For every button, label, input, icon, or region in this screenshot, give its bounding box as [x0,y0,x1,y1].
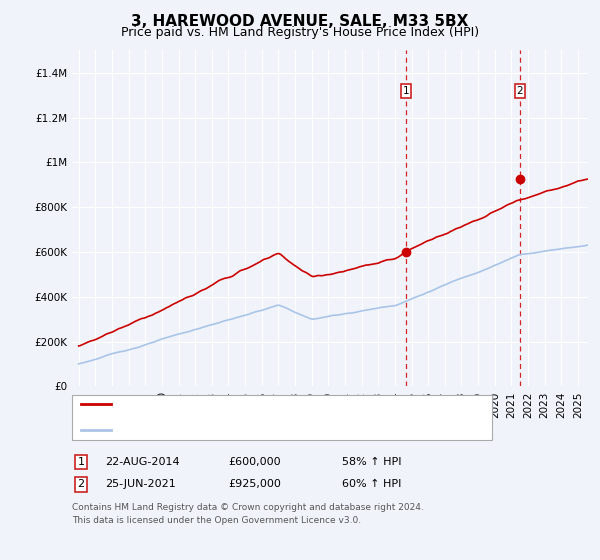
Text: 25-JUN-2021: 25-JUN-2021 [105,479,176,489]
Text: 1: 1 [77,457,85,467]
Text: This data is licensed under the Open Government Licence v3.0.: This data is licensed under the Open Gov… [72,516,361,525]
Text: 60% ↑ HPI: 60% ↑ HPI [342,479,401,489]
Text: HPI: Average price, detached house, Trafford: HPI: Average price, detached house, Traf… [114,425,363,435]
Text: 2: 2 [77,479,85,489]
Text: £600,000: £600,000 [228,457,281,467]
Text: Contains HM Land Registry data © Crown copyright and database right 2024.: Contains HM Land Registry data © Crown c… [72,503,424,512]
Text: Price paid vs. HM Land Registry's House Price Index (HPI): Price paid vs. HM Land Registry's House … [121,26,479,39]
Text: £925,000: £925,000 [228,479,281,489]
Text: 58% ↑ HPI: 58% ↑ HPI [342,457,401,467]
Text: 3, HAREWOOD AVENUE, SALE, M33 5BX: 3, HAREWOOD AVENUE, SALE, M33 5BX [131,14,469,29]
Text: 22-AUG-2014: 22-AUG-2014 [105,457,179,467]
Text: 3, HAREWOOD AVENUE, SALE, M33 5BX (detached house): 3, HAREWOOD AVENUE, SALE, M33 5BX (detac… [114,399,438,409]
Text: 2: 2 [517,86,523,96]
Text: 1: 1 [403,86,409,96]
